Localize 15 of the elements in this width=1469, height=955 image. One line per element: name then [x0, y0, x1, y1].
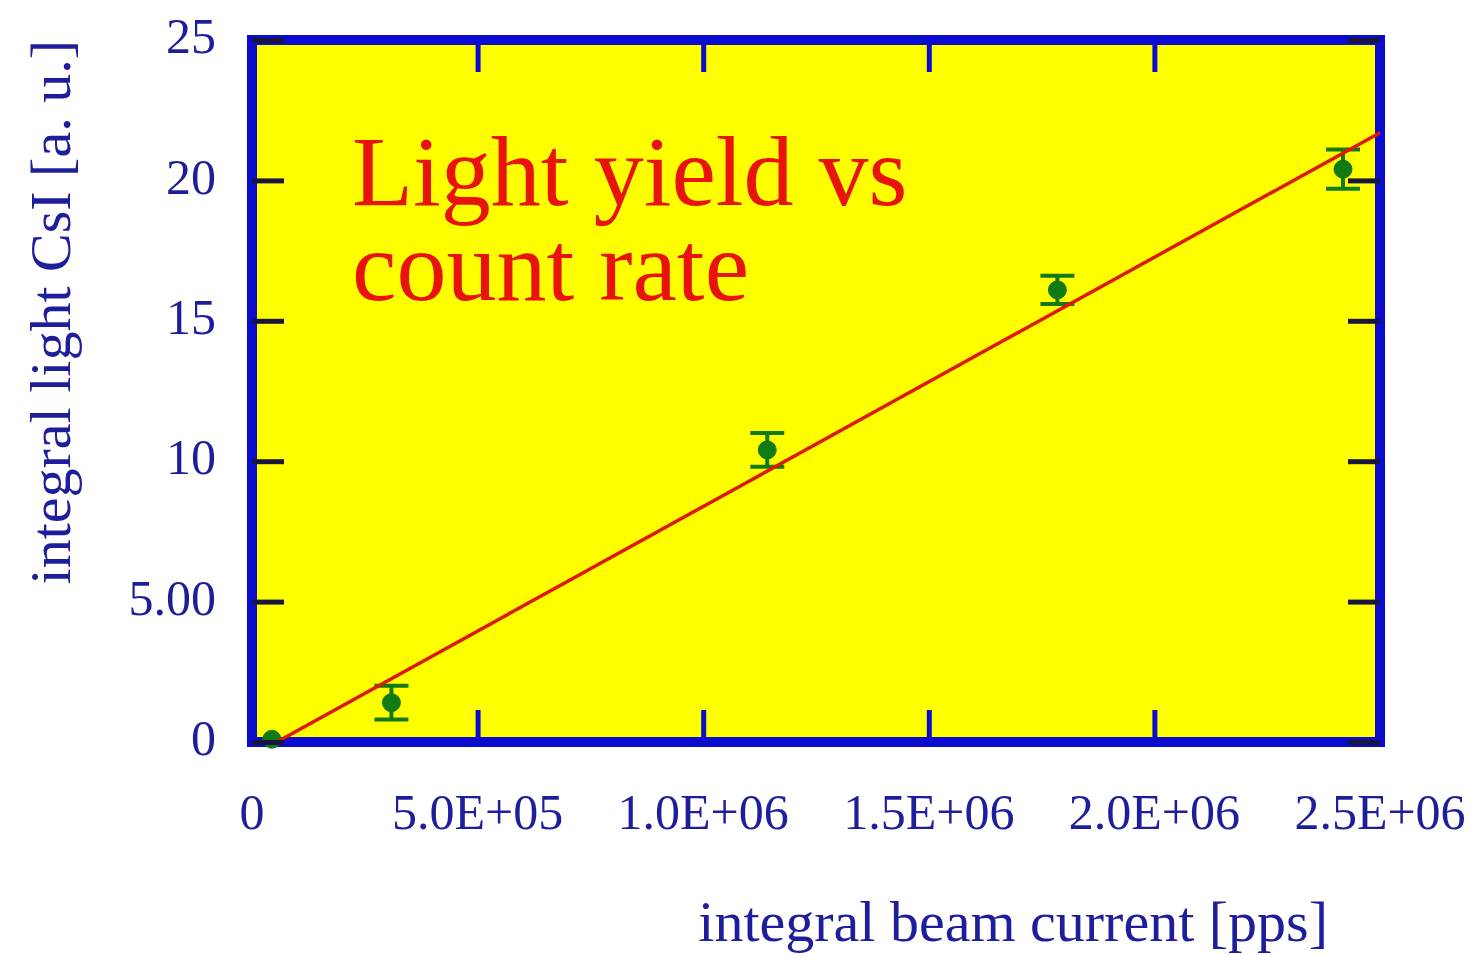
x-axis-title: integral beam current [pps] [698, 889, 1328, 954]
x-tick-label: 1.5E+06 [843, 784, 1015, 841]
x-tick-label: 1.0E+06 [617, 784, 789, 841]
y-tick-label: 15 [166, 288, 216, 345]
text: Light yield vs count rate [352, 116, 908, 322]
y-tick-label: 0 [191, 710, 216, 767]
y-axis-title: integral light CsI [a. u.] [18, 40, 84, 585]
x-tick-label: 2.0E+06 [1068, 784, 1241, 841]
y-tick-label: 25 [166, 8, 216, 65]
x-tick-label: 0 [239, 784, 265, 841]
y-tick-label: 20 [166, 148, 216, 205]
x-tick-label: 5.0E+05 [391, 784, 564, 841]
y-tick-label: 10 [166, 429, 216, 486]
x-tick-label: 2.5E+06 [1294, 784, 1466, 841]
y-tick-label: 5.00 [128, 569, 216, 626]
